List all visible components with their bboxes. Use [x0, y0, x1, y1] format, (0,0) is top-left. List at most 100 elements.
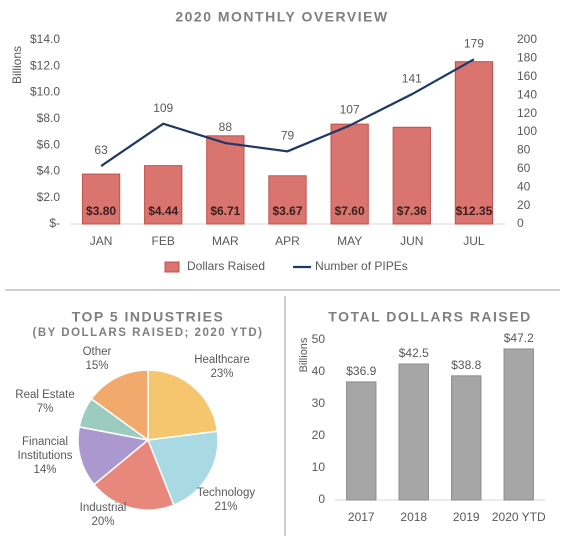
y-tick-label: 30: [312, 396, 326, 410]
legend-label: Dollars Raised: [187, 259, 265, 273]
bar: [392, 126, 431, 225]
bar-value-label: $42.5: [399, 346, 429, 360]
bar: [346, 381, 377, 501]
x-tick-label: MAY: [337, 234, 362, 248]
pie-category: Financial Institutions: [17, 436, 73, 462]
pie-label: Industrial 20%: [53, 501, 153, 529]
x-tick-label: JUL: [463, 234, 485, 248]
chart-title: 2020 MONTHLY OVERVIEW: [175, 9, 388, 25]
bar-value-label: $3.67: [272, 204, 302, 218]
y-tick-label: $8.0: [37, 111, 61, 125]
pie-slice: [147, 369, 219, 441]
y-tick-label: $10.0: [30, 85, 60, 99]
y-tick-label: $12.0: [30, 58, 60, 72]
y2-tick-label: 160: [517, 69, 537, 83]
y2-tick-label: 20: [517, 198, 531, 212]
pie-slice: [146, 430, 219, 507]
pie-percent: 15%: [85, 360, 109, 372]
y2-tick-label: 0: [517, 216, 524, 230]
chart-subtitle: (BY DOLLARS RAISED; 2020 YTD): [33, 327, 264, 339]
legend-swatch: [164, 261, 180, 273]
x-tick-label: FEB: [152, 234, 175, 248]
pie-category: Technology: [196, 487, 256, 499]
bar-value-label: $3.80: [86, 204, 116, 218]
y-tick-label: 50: [312, 332, 326, 346]
y-tick-label: 40: [312, 364, 326, 378]
x-tick-label: 2019: [453, 510, 480, 524]
x-tick-label: 2017: [348, 510, 375, 524]
line-value-label: 88: [219, 120, 233, 134]
pie-label: Financial Institutions 14%: [0, 435, 95, 477]
y2-tick-label: 80: [517, 143, 531, 157]
pie-category: Real Estate: [15, 389, 75, 401]
line-value-label: 141: [402, 71, 422, 85]
bar-value-label: $6.71: [210, 204, 240, 218]
line-value-label: 107: [340, 103, 360, 117]
x-tick-label: JAN: [90, 234, 113, 248]
bar: [81, 173, 121, 225]
pie-category: Healthcare: [194, 354, 250, 366]
bar-value-label: $4.44: [148, 204, 178, 218]
line-value-label: 179: [464, 36, 484, 50]
pie-slice: [93, 438, 175, 511]
pie-percent: 21%: [214, 501, 238, 513]
x-tick-label: MAR: [212, 234, 239, 248]
line-value-label: 63: [94, 143, 108, 157]
bar: [451, 375, 482, 501]
pie-label: Real Estate 7%: [0, 388, 95, 416]
bar: [144, 165, 183, 225]
pie-label: Other 15%: [47, 345, 147, 373]
pie-label: Healthcare 23%: [172, 353, 272, 381]
chart-title: TOP 5 INDUSTRIES: [72, 309, 225, 325]
y2-tick-label: 140: [517, 87, 537, 101]
line-value-label: 109: [153, 101, 173, 115]
y-tick-label: $6.0: [37, 137, 61, 151]
bar-value-label: $12.35: [456, 204, 493, 218]
x-tick-label: JUN: [400, 234, 423, 248]
y-tick-label: $4.0: [37, 164, 61, 178]
bar: [454, 61, 494, 225]
pie-category: Other: [82, 346, 112, 358]
y-tick-label: 10: [312, 460, 326, 474]
bar: [398, 363, 429, 501]
bar-value-label: $36.9: [346, 364, 376, 378]
y2-tick-label: 60: [517, 161, 531, 175]
pie-percent: 20%: [91, 516, 115, 528]
y-tick-label: $14.0: [30, 32, 60, 46]
x-tick-label: 2020 YTD: [492, 510, 546, 524]
bar: [503, 348, 534, 501]
bar: [268, 175, 307, 225]
line: [100, 58, 475, 167]
bar: [206, 135, 245, 225]
y2-tick-label: 180: [517, 51, 537, 65]
pie-percent: 23%: [210, 368, 234, 380]
x-tick-label: APR: [275, 234, 300, 248]
pie-label: Technology 21%: [176, 486, 276, 514]
y2-tick-label: 120: [517, 106, 537, 120]
y-tick-label: $-: [49, 216, 60, 230]
bar-value-label: $7.60: [335, 204, 365, 218]
chart-title: TOTAL DOLLARS RAISED: [328, 309, 531, 325]
y-tick-label: 0: [318, 492, 325, 506]
bar-value-label: $38.8: [451, 358, 481, 372]
y-tick-label: $2.0: [37, 190, 61, 204]
y-axis-title: Billions: [298, 337, 310, 372]
pie-percent: 14%: [33, 464, 57, 476]
y-axis-title: Billions: [10, 46, 24, 84]
bar: [330, 123, 369, 225]
bar-value-label: $47.2: [504, 331, 534, 345]
y2-tick-label: 200: [517, 32, 537, 46]
y2-tick-label: 40: [517, 179, 531, 193]
pie-category: Industrial: [79, 502, 127, 514]
pie-percent: 7%: [36, 403, 54, 415]
pie-slice: [90, 369, 149, 442]
line-value-label: 79: [281, 128, 295, 142]
legend-label: Number of PIPEs: [315, 259, 408, 273]
y2-tick-label: 100: [517, 124, 537, 138]
x-tick-label: 2018: [400, 510, 427, 524]
y-tick-label: 20: [312, 428, 326, 442]
pie-slice: [77, 426, 150, 486]
bar-value-label: $7.36: [397, 204, 427, 218]
